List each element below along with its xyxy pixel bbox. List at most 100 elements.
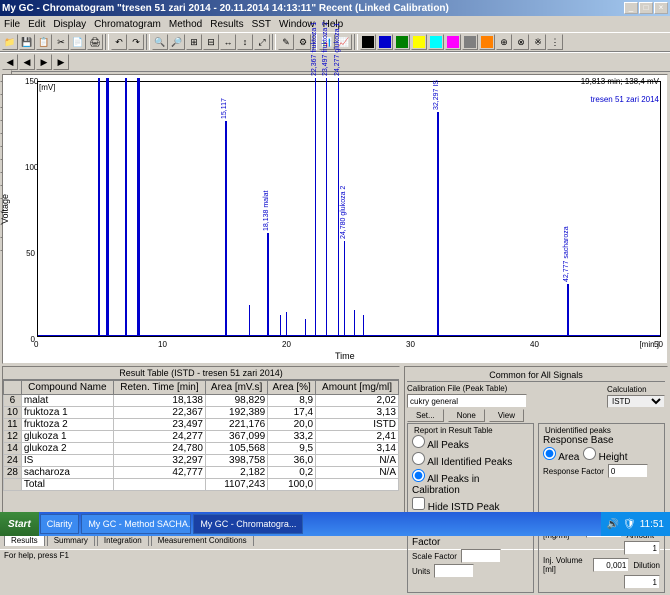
toolbar-button[interactable]: ✎ bbox=[278, 34, 294, 50]
column-header[interactable]: Reten. Time [min] bbox=[113, 381, 205, 395]
menu-edit[interactable]: Edit bbox=[28, 19, 45, 30]
menu-results[interactable]: Results bbox=[210, 19, 243, 30]
table-row[interactable]: 6malat18,13898,8298,92,02 bbox=[4, 395, 399, 407]
toolbar-button[interactable]: ⊟ bbox=[203, 34, 219, 50]
toolbar-button[interactable]: 📋 bbox=[36, 34, 52, 50]
report-legend: Report in Result Table bbox=[412, 426, 495, 435]
menu-method[interactable]: Method bbox=[169, 19, 202, 30]
toolbar-button[interactable]: ⊕ bbox=[496, 34, 512, 50]
color-swatch[interactable] bbox=[360, 34, 376, 50]
toolbar-button[interactable]: ⊞ bbox=[186, 34, 202, 50]
result-table[interactable]: Compound NameReten. Time [min]Area [mV.s… bbox=[3, 380, 399, 491]
calib-file-input[interactable] bbox=[407, 394, 527, 408]
dilution-input[interactable] bbox=[624, 575, 660, 589]
close-button[interactable]: × bbox=[654, 2, 668, 14]
column-header[interactable]: Area [mV.s] bbox=[205, 381, 267, 395]
set-button[interactable]: Set... bbox=[407, 409, 444, 422]
chromatogram-chart[interactable]: [mV] 19,813 min; 138,4 mV tresen 51 zari… bbox=[2, 74, 668, 364]
toolbar-button[interactable]: 📁 bbox=[2, 34, 18, 50]
chromatogram-peak bbox=[305, 319, 306, 336]
menu-chromatogram[interactable]: Chromatogram bbox=[94, 19, 161, 30]
color-swatch[interactable] bbox=[394, 34, 410, 50]
toolbar-button[interactable]: ⊗ bbox=[513, 34, 529, 50]
table-row[interactable]: 11fruktoza 223,497221,17620,0ISTD bbox=[4, 419, 399, 431]
column-header[interactable]: Area [%] bbox=[268, 381, 316, 395]
resp-factor-label: Response Factor bbox=[543, 467, 604, 476]
view-button[interactable]: View bbox=[489, 409, 524, 422]
toolbar-button[interactable]: ↕ bbox=[237, 34, 253, 50]
toolbar-button[interactable]: ↶ bbox=[111, 34, 127, 50]
calculation-label: Calculation bbox=[607, 385, 647, 394]
taskbar-item[interactable]: My GC - Method SACHA... bbox=[81, 514, 191, 534]
report-option-radio[interactable] bbox=[412, 435, 425, 448]
table-row[interactable]: 12glukoza 124,277367,09933,22,41 bbox=[4, 431, 399, 443]
inj-volume-input[interactable] bbox=[593, 558, 629, 572]
table-row[interactable]: 14glukoza 224,780105,5689,53,14 bbox=[4, 443, 399, 455]
resp-area-radio[interactable] bbox=[543, 447, 556, 460]
column-header[interactable]: Compound Name bbox=[21, 381, 113, 395]
toolbar-button[interactable]: ✂ bbox=[53, 34, 69, 50]
toolbar-button[interactable]: 💾 bbox=[19, 34, 35, 50]
peak-label: 18,138 malat bbox=[263, 190, 270, 230]
color-swatch[interactable] bbox=[462, 34, 478, 50]
menu-file[interactable]: File bbox=[4, 19, 20, 30]
chromatogram-peak bbox=[225, 121, 227, 336]
report-option[interactable]: All Peaks in Calibration bbox=[412, 469, 529, 496]
minimize-button[interactable]: _ bbox=[624, 2, 638, 14]
toolbar-button[interactable]: ↔ bbox=[220, 34, 236, 50]
column-header[interactable]: Amount [mg/ml] bbox=[316, 381, 399, 395]
calib-file-label: Calibration File (Peak Table) bbox=[407, 384, 507, 393]
taskbar: Start ClarityMy GC - Method SACHA...My G… bbox=[0, 512, 670, 536]
table-row[interactable]: Total1107,243100,0 bbox=[4, 479, 399, 491]
report-option[interactable]: All Identified Peaks bbox=[412, 452, 529, 468]
nav-button[interactable]: ◀ bbox=[19, 54, 35, 70]
toolbar-button[interactable]: 🖨 bbox=[87, 34, 103, 50]
taskbar-item[interactable]: My GC - Chromatogra... bbox=[193, 514, 303, 534]
report-option[interactable]: Hide ISTD Peak bbox=[412, 497, 529, 513]
report-option-radio[interactable] bbox=[412, 469, 425, 482]
toolbar-button[interactable]: 🔍 bbox=[152, 34, 168, 50]
toolbar-button[interactable]: ↷ bbox=[128, 34, 144, 50]
y-tick: 150 bbox=[25, 77, 35, 86]
maximize-button[interactable]: □ bbox=[639, 2, 653, 14]
none-button[interactable]: None bbox=[448, 409, 485, 422]
units-input[interactable] bbox=[434, 564, 474, 578]
resp-height-radio[interactable] bbox=[583, 447, 596, 460]
color-swatch[interactable] bbox=[411, 34, 427, 50]
taskbar-item[interactable]: Clarity bbox=[40, 514, 80, 534]
toolbar-button[interactable]: ⚙ bbox=[295, 34, 311, 50]
report-option[interactable]: All Peaks bbox=[412, 435, 529, 451]
toolbar-button[interactable]: ※ bbox=[530, 34, 546, 50]
toolbar-button[interactable]: ⤢ bbox=[254, 34, 270, 50]
tray-icon[interactable]: 🔊 bbox=[607, 519, 619, 530]
nav-button[interactable]: ▶ bbox=[53, 54, 69, 70]
start-button[interactable]: Start bbox=[0, 512, 39, 536]
color-swatch[interactable] bbox=[428, 34, 444, 50]
tray-icon[interactable]: 🛡 bbox=[623, 519, 636, 530]
menu-window[interactable]: Window bbox=[279, 19, 315, 30]
table-row[interactable]: 28sacharoza42,7772,1820,2N/A bbox=[4, 467, 399, 479]
toolbar-button[interactable]: 🔎 bbox=[169, 34, 185, 50]
column-header[interactable] bbox=[4, 381, 22, 395]
color-swatch[interactable] bbox=[445, 34, 461, 50]
table-row[interactable]: 24IS32,297398,75836,0N/A bbox=[4, 455, 399, 467]
resp-factor-input[interactable] bbox=[608, 464, 648, 478]
hide-istd-checkbox[interactable] bbox=[412, 497, 425, 510]
nav-button[interactable]: ◀ bbox=[2, 54, 18, 70]
menu-display[interactable]: Display bbox=[53, 19, 86, 30]
istd-amount-input[interactable] bbox=[624, 541, 660, 555]
system-tray[interactable]: 🔊 🛡 11:51 bbox=[601, 512, 670, 536]
color-swatch[interactable] bbox=[377, 34, 393, 50]
chromatogram-peak bbox=[437, 112, 439, 336]
color-swatch[interactable] bbox=[479, 34, 495, 50]
table-row[interactable]: 10fruktoza 122,367192,38917,43,13 bbox=[4, 407, 399, 419]
plot-area[interactable]: 15,11718,138 malat22,367 fruktoza 123,49… bbox=[37, 81, 661, 337]
menu-sst[interactable]: SST bbox=[252, 19, 271, 30]
toolbar-button[interactable]: ⋮ bbox=[547, 34, 563, 50]
scale-factor-input[interactable] bbox=[461, 549, 501, 563]
toolbar-button[interactable]: 📄 bbox=[70, 34, 86, 50]
chromatogram-peak bbox=[363, 315, 364, 336]
calculation-select[interactable]: ISTD bbox=[607, 395, 665, 408]
nav-button[interactable]: ▶ bbox=[36, 54, 52, 70]
report-option-radio[interactable] bbox=[412, 452, 425, 465]
